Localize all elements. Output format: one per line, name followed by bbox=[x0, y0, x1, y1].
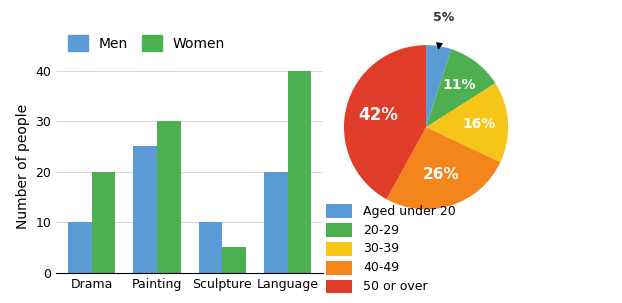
Wedge shape bbox=[344, 45, 426, 199]
Wedge shape bbox=[426, 83, 508, 162]
Wedge shape bbox=[426, 45, 452, 127]
FancyBboxPatch shape bbox=[327, 223, 352, 237]
Text: 26%: 26% bbox=[423, 167, 460, 181]
Text: 42%: 42% bbox=[358, 106, 398, 124]
Bar bbox=[68, 222, 91, 273]
FancyBboxPatch shape bbox=[327, 261, 352, 275]
Text: Aged under 20: Aged under 20 bbox=[363, 205, 457, 218]
Text: 50 or over: 50 or over bbox=[363, 280, 428, 293]
Y-axis label: Number of people: Number of people bbox=[16, 104, 30, 229]
Wedge shape bbox=[386, 127, 500, 209]
Bar bbox=[264, 172, 288, 273]
Bar bbox=[199, 222, 223, 273]
FancyBboxPatch shape bbox=[327, 280, 352, 293]
Text: 5%: 5% bbox=[433, 11, 454, 24]
Bar bbox=[223, 248, 246, 273]
Text: 20-29: 20-29 bbox=[363, 224, 399, 237]
FancyBboxPatch shape bbox=[327, 205, 352, 218]
Text: 16%: 16% bbox=[463, 117, 496, 131]
Legend: Men, Women: Men, Women bbox=[63, 29, 231, 57]
Text: 40-49: 40-49 bbox=[363, 261, 399, 274]
Wedge shape bbox=[426, 49, 495, 127]
FancyBboxPatch shape bbox=[327, 242, 352, 256]
Bar bbox=[134, 146, 157, 273]
Text: 11%: 11% bbox=[442, 78, 476, 92]
Text: 30-39: 30-39 bbox=[363, 242, 399, 255]
Bar bbox=[288, 71, 311, 273]
Bar bbox=[91, 172, 115, 273]
Bar bbox=[157, 121, 180, 273]
